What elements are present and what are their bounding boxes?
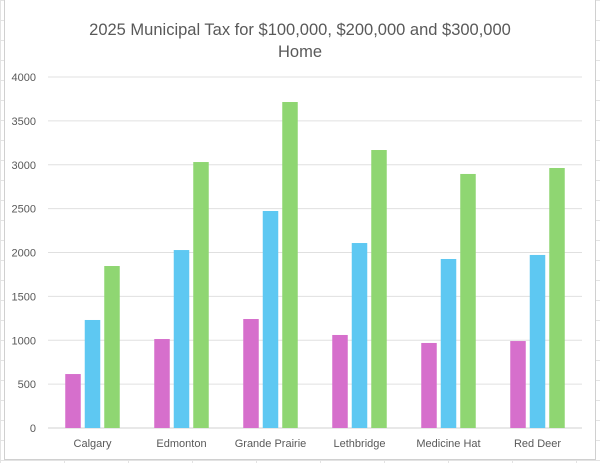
y-tick-label: 4000 — [12, 72, 36, 84]
x-tick-label: Medicine Hat — [416, 438, 480, 450]
y-tick-label: 1500 — [12, 291, 36, 303]
x-tick-label: Calgary — [74, 438, 112, 450]
x-tick-label: Lethbridge — [334, 438, 386, 450]
bar-calgary-3[interactable] — [104, 266, 120, 428]
bar-edmonton-3[interactable] — [193, 162, 209, 428]
bar-grande-prairie-2[interactable] — [262, 210, 279, 428]
bar-lethbridge-3[interactable] — [371, 150, 387, 428]
bar-medicine-hat-2[interactable] — [440, 258, 457, 428]
bar-grande-prairie-1[interactable] — [243, 319, 259, 428]
bar-edmonton-2[interactable] — [173, 250, 190, 428]
bar-calgary-2[interactable] — [84, 319, 101, 428]
bar-edmonton-1[interactable] — [154, 339, 170, 428]
y-tick-label: 2500 — [12, 204, 36, 216]
y-tick-label: 2000 — [12, 248, 36, 260]
chart-title-line-2: Home — [278, 43, 322, 61]
bar-grande-prairie-3[interactable] — [282, 102, 298, 428]
y-tick-label: 500 — [18, 379, 36, 391]
bar-red-deer-2[interactable] — [529, 254, 546, 428]
y-tick-label: 0 — [30, 423, 36, 435]
y-tick-label: 1000 — [12, 335, 36, 347]
x-tick-label: Edmonton — [156, 438, 206, 450]
x-tick-label: Grande Prairie — [235, 438, 307, 450]
bar-lethbridge-1[interactable] — [332, 334, 348, 428]
y-tick-label: 3500 — [12, 116, 36, 128]
bar-medicine-hat-3[interactable] — [460, 173, 476, 428]
bar-lethbridge-2[interactable] — [351, 243, 368, 428]
bar-medicine-hat-1[interactable] — [421, 342, 437, 428]
bar-red-deer-3[interactable] — [549, 167, 565, 428]
bar-calgary-1[interactable] — [65, 374, 81, 428]
bar-red-deer-1[interactable] — [510, 341, 526, 428]
chart-title-line-1: 2025 Municipal Tax for $100,000, $200,00… — [89, 21, 511, 39]
y-tick-label: 3000 — [12, 160, 36, 172]
x-tick-label: Red Deer — [514, 438, 561, 450]
